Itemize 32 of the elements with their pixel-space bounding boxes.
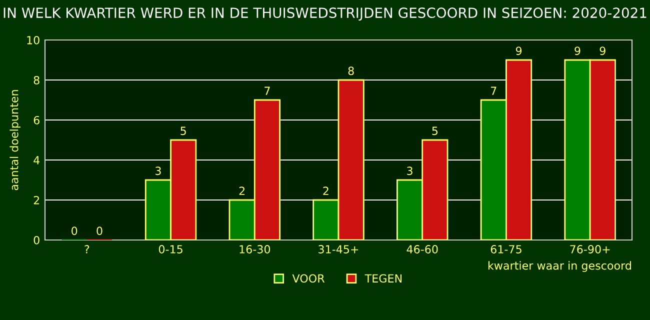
data-label: 0 (72, 226, 78, 236)
x-tick-label: 46-60 (406, 245, 438, 254)
data-label: 2 (323, 186, 328, 195)
y-axis-title: aantal doelpunten (10, 90, 20, 190)
data-label: 7 (264, 86, 270, 95)
legend-label: VOOR (292, 274, 325, 283)
x-tick-label: ? (84, 245, 90, 254)
y-tick-label: 2 (34, 196, 40, 204)
x-tick-label: 0-15 (158, 245, 182, 254)
data-label: 9 (516, 46, 522, 56)
data-label: 9 (574, 46, 580, 56)
y-tick-label: 10 (27, 36, 40, 44)
x-axis-title: kwartier waar in gescoord (488, 261, 631, 272)
data-label: 5 (432, 126, 438, 136)
x-tick-label: 61-75 (490, 245, 522, 254)
y-tick-label: 8 (34, 76, 40, 84)
data-label: 2 (239, 186, 244, 195)
data-label: 9 (600, 46, 606, 56)
chart-title: IN WELK KWARTIER WERD ER IN DE THUISWEDSTRIJDEN GESCOORD IN SEIZOEN: 2020-2021 (4, 8, 646, 21)
legend-label: TEGEN (364, 274, 402, 283)
x-tick-label: 16-30 (240, 245, 270, 254)
data-label: 7 (491, 86, 496, 95)
x-tick-label: 76-90+ (570, 245, 610, 254)
data-label: 3 (156, 166, 161, 176)
data-label: 3 (407, 166, 412, 176)
data-label: 0 (96, 226, 102, 236)
y-tick-label: 4 (34, 156, 40, 164)
data-label: 5 (180, 126, 186, 136)
x-tick-label: 31-45+ (318, 245, 358, 254)
y-tick-label: 6 (34, 116, 40, 124)
y-tick-label: 0 (34, 236, 40, 244)
data-label: 8 (348, 66, 354, 76)
